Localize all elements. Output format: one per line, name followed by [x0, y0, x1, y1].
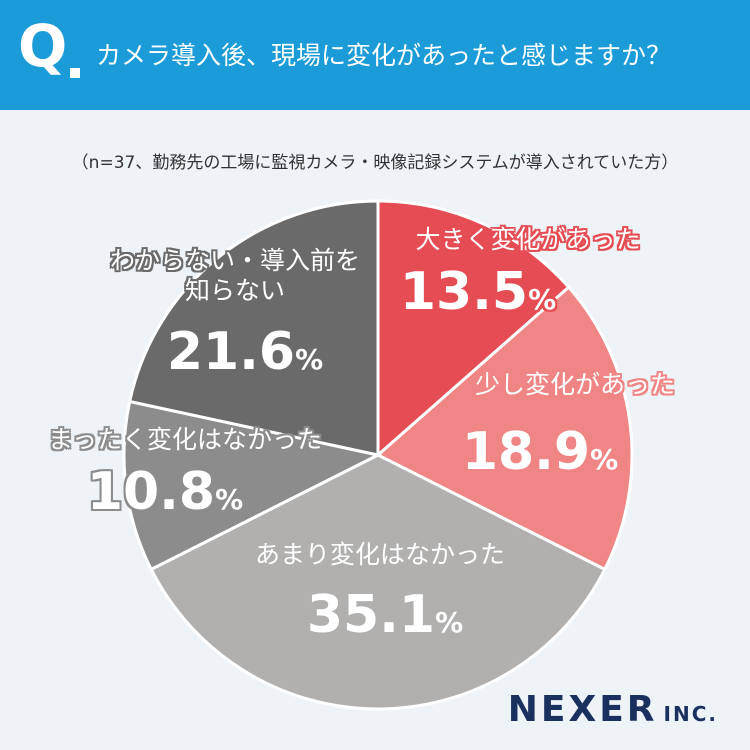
pie-slice: [127, 199, 380, 457]
value-label: 35.1%: [306, 584, 464, 645]
category-label: わからない・導入前を知らない: [109, 246, 360, 305]
q-mark: Q: [18, 12, 68, 80]
value-label: 10.8%: [86, 461, 244, 522]
value-label: 13.5%: [399, 261, 557, 322]
header: Q カメラ導入後、現場に変化があったと感じますか？: [0, 0, 750, 110]
value-label: 18.9%: [461, 421, 619, 482]
pie-slice: [122, 399, 383, 572]
pie-slice: [376, 199, 571, 459]
category-label: まったく変化はなかった: [47, 425, 323, 454]
q-dot: [70, 68, 80, 78]
subtitle: （n=37、勤務先の工場に監視カメラ・映像記録システムが導入されていた方）: [71, 153, 679, 173]
logo: NEXER INC.: [508, 689, 718, 730]
chart-title: カメラ導入後、現場に変化があったと感じますか？: [96, 41, 672, 70]
pie-slice: [149, 453, 607, 711]
pie-slice: [375, 285, 634, 572]
category-label: 少し変化があった: [474, 370, 676, 399]
category-label: あまり変化はなかった: [254, 540, 506, 569]
logo-text: NEXER: [507, 689, 658, 730]
logo-suffix: INC.: [663, 702, 718, 726]
category-label: 大きく変化があった: [415, 225, 641, 254]
value-label: 21.6%: [166, 321, 324, 382]
